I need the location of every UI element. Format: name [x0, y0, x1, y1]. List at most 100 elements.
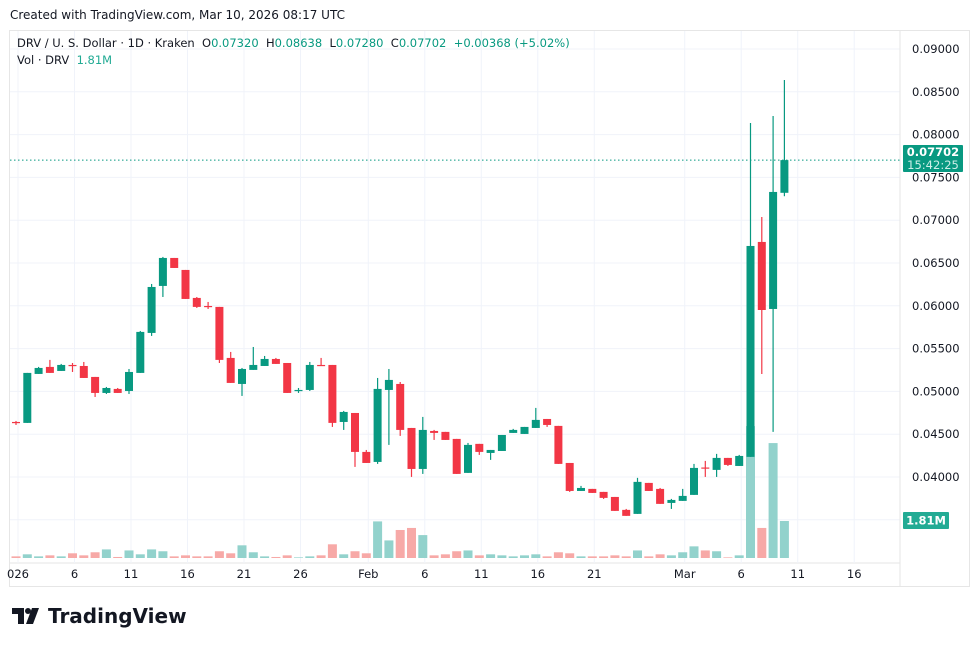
- candle-body[interactable]: [656, 488, 665, 504]
- volume-bar: [350, 551, 360, 558]
- candle-body[interactable]: [452, 438, 461, 474]
- candle-body[interactable]: [373, 388, 382, 462]
- candle-body[interactable]: [125, 371, 133, 391]
- symbol-title[interactable]: DRV / U. S. Dollar · 1D · Kraken: [17, 36, 195, 50]
- price-tick-label: 0.06500: [912, 256, 960, 270]
- volume-bar: [79, 555, 89, 558]
- candle-body[interactable]: [396, 383, 405, 430]
- candle-body[interactable]: [238, 368, 246, 384]
- candle-body[interactable]: [475, 443, 484, 452]
- candle-body[interactable]: [102, 387, 111, 393]
- volume-bar: [68, 553, 77, 558]
- volume-bar: [305, 556, 315, 558]
- candle-body[interactable]: [599, 491, 608, 498]
- time-tick-label: 21: [587, 567, 602, 581]
- volume-bar: [723, 557, 733, 558]
- last-price-value: 0.07702: [907, 145, 959, 159]
- candle-body[interactable]: [384, 379, 393, 390]
- candle-body[interactable]: [678, 495, 687, 501]
- candle-body[interactable]: [565, 462, 574, 491]
- candle-body[interactable]: [588, 488, 597, 493]
- candle-body[interactable]: [690, 467, 698, 495]
- candle-body[interactable]: [147, 286, 156, 333]
- candle-body[interactable]: [633, 481, 642, 514]
- candle-body[interactable]: [34, 367, 43, 374]
- time-tick-label: 16: [180, 567, 195, 581]
- volume-bar: [339, 554, 349, 558]
- volume-label[interactable]: Vol · DRV: [17, 53, 70, 67]
- candle-body[interactable]: [509, 429, 518, 433]
- volume-bar: [260, 556, 270, 558]
- candle-body[interactable]: [757, 241, 766, 310]
- candle-body[interactable]: [701, 467, 710, 469]
- candle-body[interactable]: [622, 509, 631, 516]
- volume-bar: [34, 556, 44, 558]
- volume-bar: [757, 527, 767, 558]
- volume-badge: 1.81M: [903, 512, 949, 529]
- candle-body[interactable]: [158, 257, 167, 286]
- volume-bar: [226, 553, 236, 558]
- candle-body[interactable]: [68, 364, 77, 367]
- candle-body[interactable]: [746, 245, 755, 457]
- candle-body[interactable]: [283, 362, 292, 393]
- candle-body[interactable]: [430, 430, 439, 433]
- time-tick-label: 6: [738, 567, 745, 581]
- volume-bar: [700, 550, 710, 558]
- candle-body[interactable]: [780, 160, 789, 193]
- candle-body[interactable]: [249, 364, 258, 370]
- candle-body[interactable]: [441, 431, 450, 440]
- candle-body[interactable]: [735, 455, 744, 466]
- created-with-caption: Created with TradingView.com, Mar 10, 20…: [10, 8, 345, 22]
- candle-body[interactable]: [520, 426, 529, 434]
- candle-body[interactable]: [271, 358, 280, 364]
- candle-body[interactable]: [644, 482, 653, 491]
- volume-bar: [56, 556, 66, 558]
- candle-body[interactable]: [464, 444, 472, 473]
- volume-bar: [565, 553, 575, 558]
- candle-body[interactable]: [294, 389, 303, 392]
- candle-body[interactable]: [215, 306, 224, 360]
- candle-body[interactable]: [407, 427, 416, 469]
- candle-body[interactable]: [204, 305, 213, 308]
- candle-body[interactable]: [192, 297, 201, 307]
- volume-bar: [11, 556, 21, 558]
- candle-body[interactable]: [577, 487, 585, 491]
- candle-body[interactable]: [712, 457, 721, 470]
- volume-bar: [666, 555, 676, 558]
- candle-body[interactable]: [610, 496, 619, 511]
- candle-body[interactable]: [23, 372, 32, 423]
- candle-body[interactable]: [79, 365, 88, 378]
- candle-body[interactable]: [667, 499, 676, 503]
- candle-body[interactable]: [351, 412, 359, 452]
- candle-body[interactable]: [113, 388, 122, 393]
- candle-body[interactable]: [260, 358, 269, 366]
- candle-body[interactable]: [317, 364, 326, 367]
- candle-body[interactable]: [769, 191, 778, 309]
- volume-bar: [384, 540, 394, 558]
- candle-body[interactable]: [554, 425, 563, 464]
- candle-body[interactable]: [305, 364, 314, 390]
- time-tick-label: 26: [293, 567, 308, 581]
- volume-bar: [542, 556, 552, 558]
- candle-body[interactable]: [418, 429, 427, 469]
- tradingview-logo[interactable]: TradingView: [12, 604, 187, 628]
- candle-body[interactable]: [339, 411, 348, 422]
- candle-body[interactable]: [226, 357, 235, 383]
- candle-body[interactable]: [45, 366, 54, 373]
- candle-body[interactable]: [531, 419, 540, 428]
- volume-bar: [327, 544, 337, 558]
- candle-body[interactable]: [543, 418, 552, 425]
- candle-body[interactable]: [362, 451, 371, 463]
- candle-body[interactable]: [497, 434, 506, 451]
- candle-body[interactable]: [57, 364, 66, 371]
- candle-body[interactable]: [328, 364, 337, 423]
- candle-body[interactable]: [486, 449, 495, 453]
- candle-body[interactable]: [723, 457, 732, 465]
- candle-body[interactable]: [136, 331, 145, 373]
- volume-bar: [147, 549, 157, 558]
- candle-body[interactable]: [181, 269, 190, 299]
- candle-body[interactable]: [12, 421, 20, 424]
- candle-body[interactable]: [170, 257, 179, 268]
- candle-body[interactable]: [91, 376, 100, 393]
